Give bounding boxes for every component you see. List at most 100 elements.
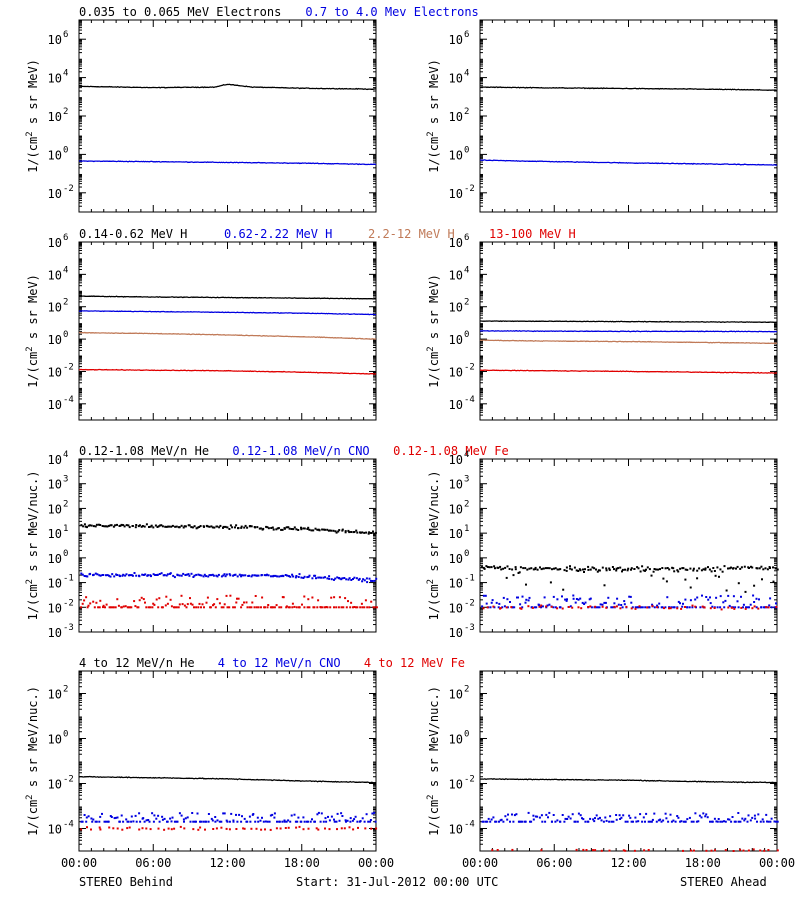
series-point bbox=[269, 814, 272, 817]
series-line bbox=[480, 320, 778, 324]
series-line bbox=[78, 368, 377, 375]
legend-entry: 0.12-1.08 MeV/n CNO bbox=[232, 444, 369, 458]
y-tick-exponent: 4 bbox=[63, 450, 68, 460]
series-point bbox=[682, 849, 684, 852]
series-point bbox=[192, 820, 195, 823]
series-point bbox=[138, 575, 141, 578]
series-point bbox=[739, 567, 742, 570]
series-point bbox=[81, 602, 84, 605]
series-point bbox=[759, 849, 762, 852]
series-point bbox=[583, 571, 585, 573]
series-point bbox=[151, 606, 154, 609]
series-point bbox=[280, 606, 283, 609]
series-point bbox=[559, 820, 562, 823]
y-axis-label: 1/(cm2 s sr MeV) bbox=[426, 274, 441, 388]
series-point bbox=[182, 572, 185, 575]
series-point bbox=[230, 812, 233, 815]
series-point bbox=[131, 574, 134, 577]
series-point bbox=[719, 820, 722, 823]
series-point bbox=[309, 820, 312, 823]
series-point bbox=[280, 528, 283, 531]
series-point bbox=[572, 597, 575, 600]
series-point bbox=[636, 566, 639, 569]
series-point bbox=[210, 525, 213, 528]
series-point bbox=[615, 818, 618, 821]
series-point bbox=[646, 566, 649, 569]
legend-entry: 2.2-12 MeV H bbox=[368, 227, 455, 241]
series-point bbox=[81, 820, 84, 823]
y-tick-exponent: 1 bbox=[464, 524, 469, 534]
series-point bbox=[197, 828, 200, 831]
series-point bbox=[724, 849, 727, 852]
series-point bbox=[295, 575, 298, 577]
series-point bbox=[714, 574, 717, 577]
series-point bbox=[737, 606, 740, 609]
series-point bbox=[294, 576, 297, 579]
series-point bbox=[219, 524, 222, 527]
series-point bbox=[594, 817, 596, 820]
series-point bbox=[127, 606, 130, 609]
legend-entry: 0.14-0.62 MeV H bbox=[79, 227, 187, 241]
series-point bbox=[314, 527, 317, 530]
series-point bbox=[235, 601, 238, 604]
series-point bbox=[300, 820, 303, 823]
series-point bbox=[503, 605, 506, 608]
series-point bbox=[308, 574, 311, 577]
series-point bbox=[619, 818, 622, 820]
series-point bbox=[540, 568, 543, 571]
series-point bbox=[337, 606, 340, 609]
series-point bbox=[285, 605, 288, 608]
y-tick-exponent: -2 bbox=[63, 598, 74, 608]
series-point bbox=[259, 527, 262, 530]
series-point bbox=[202, 820, 205, 823]
series-point bbox=[124, 574, 127, 577]
series-line bbox=[479, 159, 778, 166]
series-point bbox=[212, 574, 215, 577]
series-point bbox=[701, 605, 704, 608]
series-point bbox=[328, 819, 331, 822]
series-point bbox=[349, 817, 352, 820]
y-axis-label: 1/(cm2 s sr MeV) bbox=[426, 59, 441, 173]
series-point bbox=[719, 568, 722, 571]
series-point bbox=[145, 523, 148, 526]
series-point bbox=[306, 576, 309, 579]
series-point bbox=[341, 577, 344, 580]
series-point bbox=[684, 568, 687, 571]
series-line bbox=[78, 160, 377, 166]
legend-entry: 4 to 12 MeV/n He bbox=[79, 656, 195, 670]
y-tick-label: 10 bbox=[449, 527, 463, 541]
y-tick-label: 10 bbox=[449, 236, 463, 250]
series-point bbox=[694, 812, 697, 815]
series-point bbox=[670, 820, 673, 823]
series-point bbox=[326, 528, 329, 531]
series-point bbox=[166, 602, 169, 605]
series-point bbox=[325, 606, 328, 608]
series-point bbox=[371, 812, 374, 815]
series-point bbox=[651, 818, 654, 821]
series-point bbox=[287, 526, 290, 529]
series-point bbox=[144, 573, 147, 576]
series-point bbox=[129, 574, 132, 577]
series-point bbox=[529, 820, 531, 823]
series-point bbox=[363, 820, 366, 823]
y-tick-label: 10 bbox=[449, 268, 463, 282]
series-point bbox=[240, 820, 243, 823]
y-tick-exponent: 6 bbox=[63, 30, 68, 40]
series-point bbox=[704, 568, 707, 571]
series-point bbox=[589, 597, 592, 600]
series-point bbox=[543, 596, 546, 599]
series-point bbox=[250, 827, 253, 830]
series-point bbox=[112, 525, 115, 528]
series-point bbox=[345, 606, 348, 609]
series-point bbox=[691, 604, 694, 607]
series-point bbox=[639, 813, 642, 816]
y-tick-label: 10 bbox=[449, 333, 463, 347]
y-tick-exponent: 2 bbox=[464, 685, 469, 695]
series-point bbox=[569, 567, 572, 570]
series-point bbox=[643, 849, 646, 852]
y-axis-label: 1/(cm2 s sr MeV/nuc.) bbox=[25, 686, 40, 836]
series-point bbox=[206, 596, 209, 599]
series-point bbox=[89, 572, 92, 575]
